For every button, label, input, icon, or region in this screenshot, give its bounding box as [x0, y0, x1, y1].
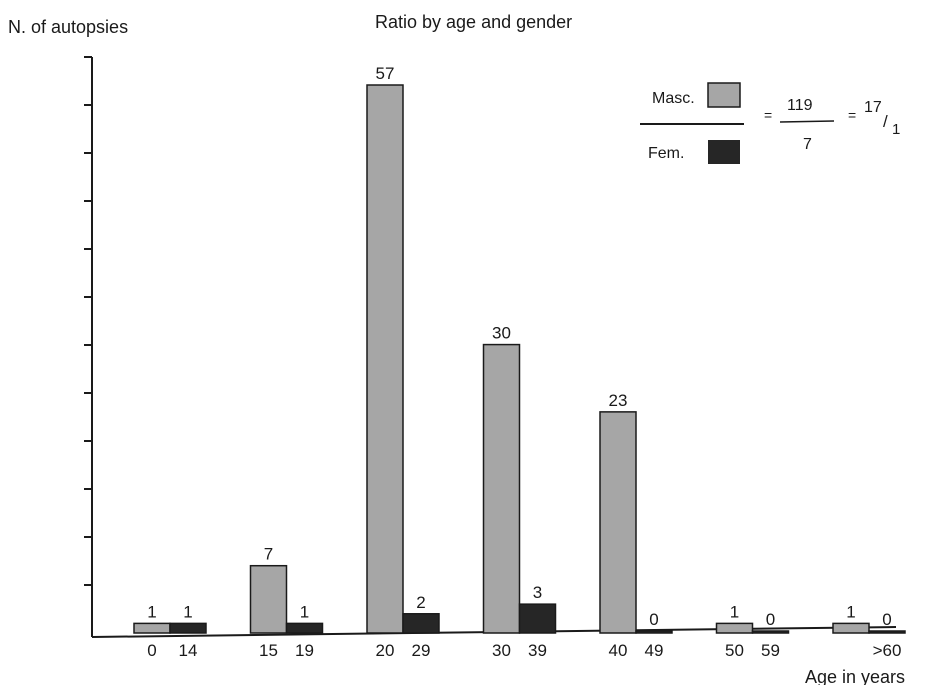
bar-masc — [133, 622, 171, 634]
x-tick-label: 19 — [295, 641, 314, 660]
x-tick-label: 59 — [761, 641, 780, 660]
x-tick-label: >60 — [873, 641, 902, 660]
legend-fem-swatch — [708, 140, 740, 164]
x-tick-labels: 0 14 15 19 20 29 30 39 40 49 50 59 >60 — [147, 641, 901, 660]
bars — [133, 84, 906, 634]
bar-fem — [285, 622, 324, 634]
bar-value-label: 2 — [416, 593, 425, 612]
bar-value-label: 57 — [376, 64, 395, 83]
legend-fem-label: Fem. — [648, 145, 684, 162]
x-tick-label: 49 — [645, 641, 664, 660]
bar-fem — [635, 630, 673, 634]
legend-masc-label: Masc. — [652, 90, 695, 107]
y-axis-label: N. of autopsies — [8, 17, 128, 37]
chart-title: Ratio by age and gender — [375, 12, 572, 32]
legend-ratio-denominator: 1 — [892, 121, 900, 138]
bar-fem — [868, 630, 906, 634]
bar-fem — [402, 613, 440, 634]
bar-fem — [518, 603, 557, 634]
bar-value-label: 1 — [730, 602, 739, 621]
bar-value-label: 1 — [846, 602, 855, 621]
bar-masc — [832, 622, 870, 634]
x-tick-label: 39 — [528, 641, 547, 660]
bar-masc — [482, 343, 521, 634]
x-tick-label: 40 — [609, 641, 628, 660]
bar-value-label: 0 — [649, 610, 658, 629]
bar-value-label: 3 — [533, 583, 542, 602]
bar-value-label: 1 — [147, 602, 156, 621]
bar-value-label: 0 — [882, 610, 891, 629]
legend: Masc. Fem. = 119 7 = 17 / 1 — [640, 82, 900, 164]
bar-value-label: 23 — [609, 391, 628, 410]
x-axis-label: Age in years — [805, 667, 905, 685]
x-tick-label: 29 — [412, 641, 431, 660]
legend-ratio-slash: / — [883, 112, 888, 131]
x-tick-label: 15 — [259, 641, 278, 660]
x-tick-label: 30 — [492, 641, 511, 660]
legend-fraction-line-2 — [779, 120, 835, 123]
bar-masc — [366, 84, 404, 634]
x-tick-label: 50 — [725, 641, 744, 660]
x-tick-label: 0 — [147, 641, 156, 660]
bar-fem — [169, 622, 207, 634]
legend-equals-1: = — [764, 107, 772, 123]
bar-masc — [249, 564, 288, 634]
x-tick-label: 20 — [376, 641, 395, 660]
bar-value-label: 30 — [492, 324, 511, 343]
legend-masc-swatch — [707, 82, 741, 108]
bar-masc — [599, 411, 637, 634]
legend-equals-2: = — [848, 107, 856, 123]
bar-value-label: 0 — [766, 610, 775, 629]
bar-value-label: 7 — [264, 545, 273, 564]
bar-fem — [751, 630, 790, 634]
legend-ratio-numerator: 17 — [864, 99, 882, 116]
x-tick-label: 14 — [179, 641, 198, 660]
legend-denominator: 7 — [803, 136, 812, 153]
bar-value-label: 1 — [300, 602, 309, 621]
legend-numerator: 119 — [787, 97, 813, 114]
bar-value-label: 1 — [183, 602, 192, 621]
y-ticks — [84, 56, 92, 586]
bar-masc — [715, 622, 754, 634]
